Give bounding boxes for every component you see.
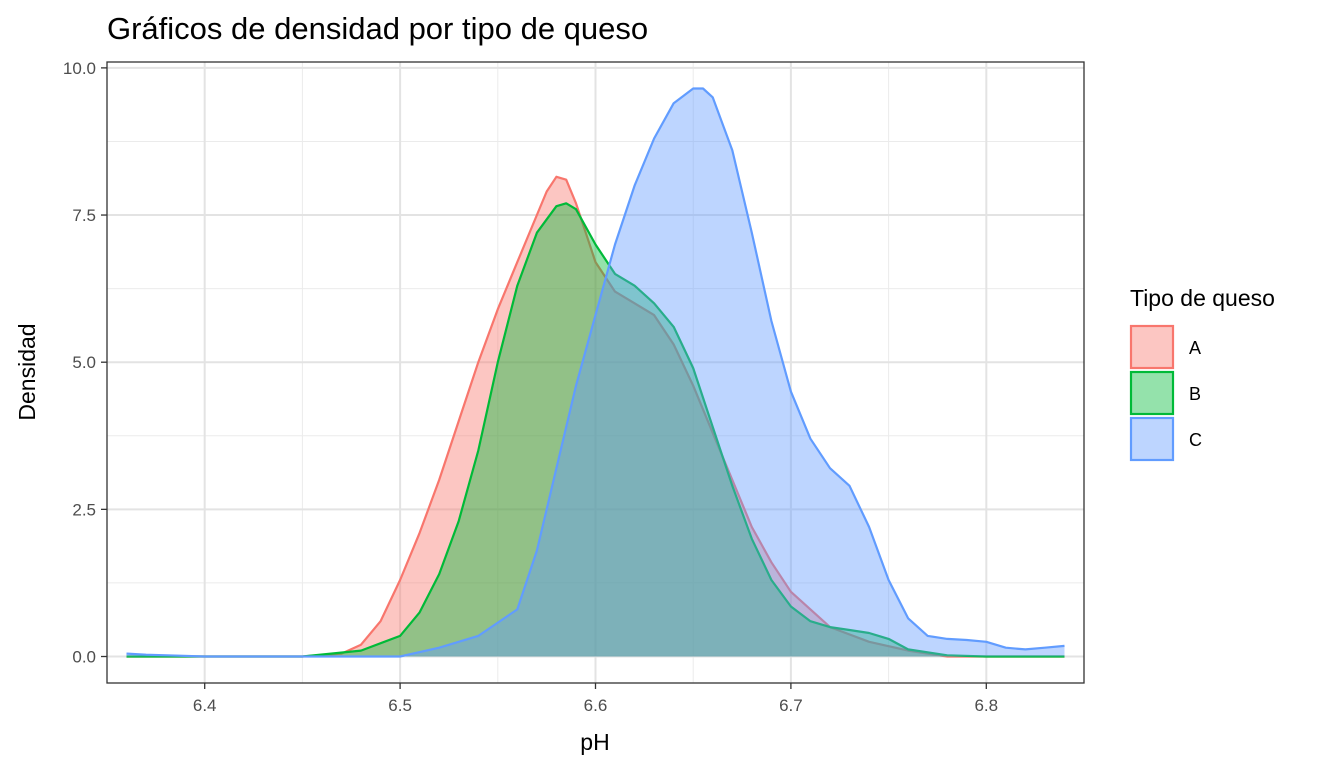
legend: Tipo de queso A B C	[1129, 285, 1275, 462]
x-axis-title: pH	[580, 729, 609, 755]
legend-key-B	[1129, 370, 1175, 416]
density-line-B	[126, 202, 1065, 658]
y-axis-ticks: 0.0 2.5 5.0 7.5 10.0	[63, 59, 107, 667]
legend-key-C	[1129, 416, 1175, 462]
legend-items: A B C	[1129, 324, 1202, 462]
x-tick-label: 6.8	[974, 696, 998, 715]
legend-title: Tipo de queso	[1130, 285, 1275, 311]
x-tick-label: 6.7	[779, 696, 803, 715]
legend-label-B: B	[1189, 384, 1201, 404]
density-area-C	[126, 88, 1065, 657]
x-tick-label: 6.4	[193, 696, 217, 715]
x-tick-label: 6.5	[388, 696, 412, 715]
density-line-C	[126, 87, 1065, 658]
chart-title: Gráficos de densidad por tipo de queso	[107, 11, 648, 46]
y-tick-label: 10.0	[63, 59, 96, 78]
density-line-A	[126, 175, 1065, 658]
legend-label-C: C	[1189, 430, 1202, 450]
density-area-A	[126, 176, 1065, 657]
density-area-B	[126, 203, 1065, 657]
legend-label-A: A	[1189, 338, 1201, 358]
density-areas	[126, 87, 1065, 658]
y-tick-label: 7.5	[72, 206, 96, 225]
y-tick-label: 2.5	[72, 500, 96, 519]
x-axis-ticks: 6.4 6.5 6.6 6.7 6.8	[193, 683, 998, 715]
y-tick-label: 5.0	[72, 353, 96, 372]
y-axis-title: Densidad	[14, 323, 40, 420]
x-tick-label: 6.6	[584, 696, 608, 715]
legend-key-A	[1129, 324, 1175, 370]
y-tick-label: 0.0	[72, 648, 96, 667]
